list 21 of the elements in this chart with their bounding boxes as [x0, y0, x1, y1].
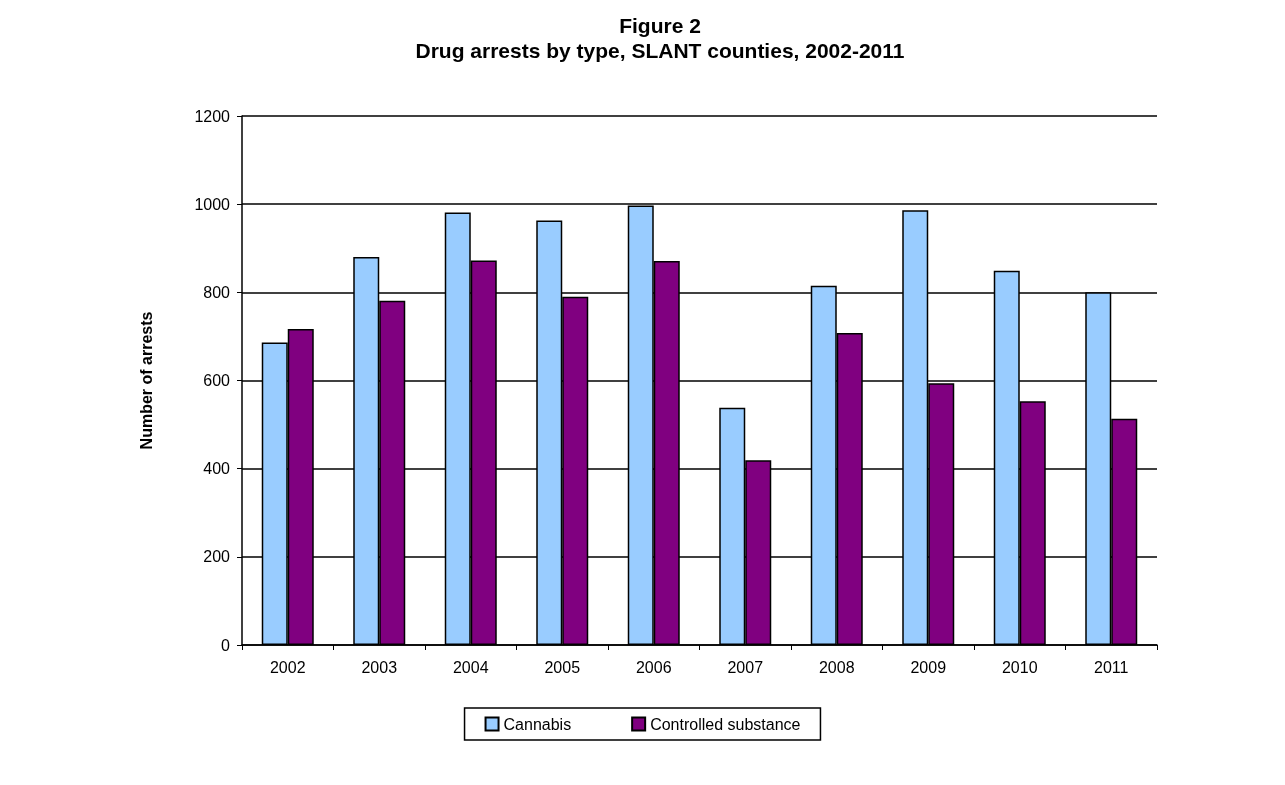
- legend-label: Controlled substance: [650, 715, 801, 733]
- x-tick-label: 2007: [727, 658, 764, 676]
- x-tick-label: 2005: [544, 658, 581, 676]
- legend-label: Cannabis: [503, 715, 572, 733]
- x-tick-label: 2006: [635, 658, 672, 676]
- x-tick-label: 2004: [452, 658, 489, 676]
- y-axis-title: Number of arrests: [137, 311, 155, 450]
- x-tick-label: 2011: [1094, 658, 1129, 676]
- x-tick-label: 2010: [1001, 658, 1038, 676]
- x-tick-label: 2003: [361, 658, 398, 676]
- y-tick-label: 1200: [194, 107, 231, 125]
- x-tick-label: 2008: [818, 658, 855, 676]
- y-tick-label: 0: [221, 636, 231, 654]
- y-tick-label: 600: [203, 372, 231, 389]
- y-tick-label: 800: [203, 283, 231, 301]
- y-tick-label: 1000: [194, 195, 231, 213]
- x-tick-label: 2009: [910, 658, 947, 676]
- y-tick-label: 200: [203, 548, 231, 566]
- chart-title: Figure 2 Drug arrests by type, SLANT counties, 2002-2011: [415, 14, 905, 62]
- y-tick-label: 400: [203, 460, 231, 478]
- x-tick-label: 2002: [269, 658, 306, 676]
